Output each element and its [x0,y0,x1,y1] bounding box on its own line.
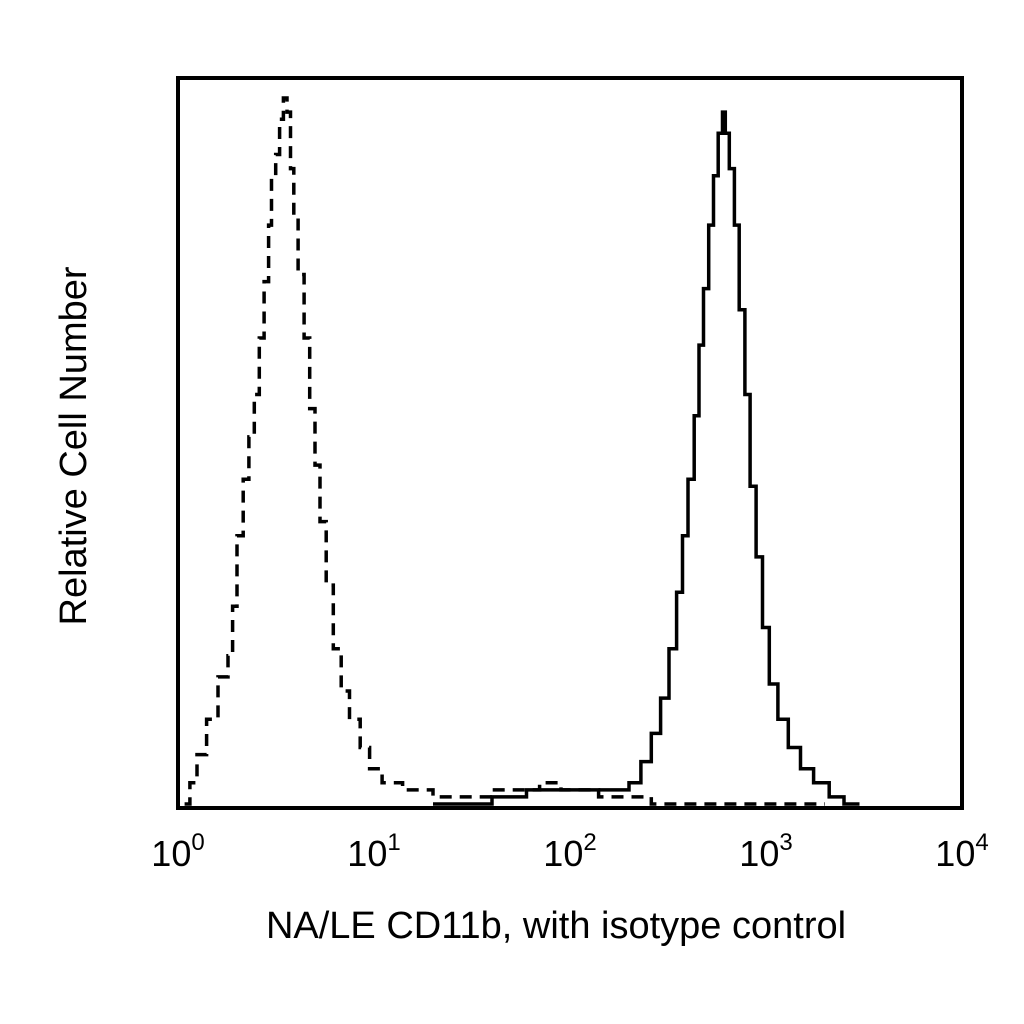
plot-series-group [184,96,860,806]
x-tick-label: 101 [347,829,400,874]
x-tick-label: 100 [151,829,204,874]
x-tick-label: 102 [543,829,596,874]
cd11b-curve [433,110,860,806]
x-tick-label: 104 [935,829,988,874]
y-axis-title: Relative Cell Number [53,266,95,625]
x-tick-labels: 100 101 102 103 104 [151,829,988,874]
x-axis-title: NA/LE CD11b, with isotype control [266,905,846,947]
plot-frame [176,76,964,810]
isotype-control-curve [184,96,825,806]
x-tick-label: 103 [739,829,792,874]
